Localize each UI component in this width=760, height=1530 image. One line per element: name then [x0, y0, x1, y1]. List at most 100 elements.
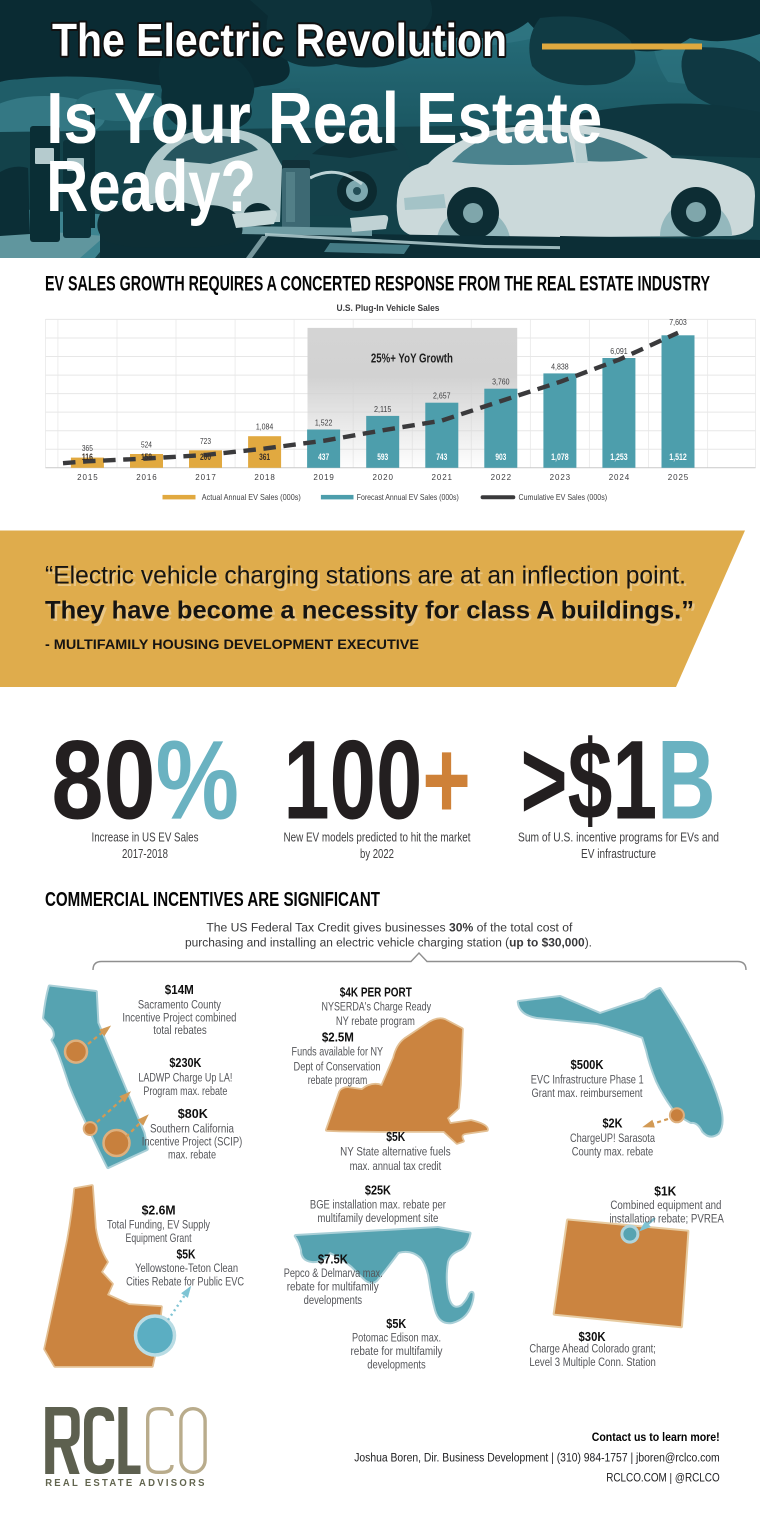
svg-text:B: B [657, 718, 715, 843]
svg-text:723: 723 [200, 437, 211, 446]
svg-text:2021: 2021 [432, 473, 453, 482]
svg-text:200: 200 [200, 452, 211, 462]
svg-text:The Electric Revolution: The Electric Revolution [52, 14, 507, 66]
svg-text:2,115: 2,115 [374, 405, 392, 414]
svg-text:NY State alternative fuels: NY State alternative fuels [340, 1145, 451, 1159]
svg-text:- MULTIFAMILY HOUSING DEVELOPM: - MULTIFAMILY HOUSING DEVELOPMENT EXECUT… [45, 637, 419, 652]
svg-text:2024: 2024 [609, 473, 630, 482]
svg-text:Level 3 Multiple Conn. Station: Level 3 Multiple Conn. Station [529, 1355, 656, 1369]
svg-text:Actual Annual EV Sales (000s): Actual Annual EV Sales (000s) [202, 493, 301, 502]
svg-text:2025: 2025 [668, 473, 689, 482]
svg-text:multifamily development site: multifamily development site [317, 1211, 438, 1225]
svg-text:Grant max. reimbursement: Grant max. reimbursement [532, 1086, 643, 1100]
svg-text:2017-2018: 2017-2018 [122, 847, 168, 861]
svg-text:Southern California: Southern California [150, 1122, 234, 1136]
svg-text:903: 903 [495, 452, 506, 462]
svg-text:2017: 2017 [195, 473, 216, 482]
svg-text:$230K: $230K [169, 1055, 202, 1070]
svg-text:rebate program: rebate program [308, 1073, 368, 1087]
svg-text:Incentive Project (SCIP): Incentive Project (SCIP) [142, 1135, 243, 1149]
svg-text:$80K: $80K [178, 1106, 209, 1121]
svg-text:$1K: $1K [654, 1183, 677, 1198]
svg-text:2022: 2022 [491, 473, 512, 482]
svg-text:4,838: 4,838 [551, 362, 569, 371]
svg-text:Ready?: Ready? [46, 147, 256, 227]
svg-text:$2.5M: $2.5M [322, 1029, 354, 1044]
svg-text:2016: 2016 [136, 473, 157, 482]
svg-text:$500K: $500K [571, 1057, 605, 1072]
svg-text:rebate for multifamily: rebate for multifamily [287, 1280, 380, 1294]
svg-text:by 2022: by 2022 [360, 847, 394, 861]
svg-text:Potomac Edison max.: Potomac Edison max. [352, 1330, 441, 1344]
svg-text:$5K: $5K [177, 1246, 196, 1261]
svg-text:Funds available for NY: Funds available for NY [292, 1044, 384, 1058]
svg-text:Incentive Project combined: Incentive Project combined [122, 1010, 236, 1024]
svg-text:max. rebate: max. rebate [168, 1148, 216, 1162]
svg-text:$25K: $25K [365, 1183, 392, 1198]
svg-text:NYSERDA's Charge Ready: NYSERDA's Charge Ready [322, 1000, 432, 1014]
svg-text:REAL ESTATE ADVISORS: REAL ESTATE ADVISORS [45, 1477, 207, 1489]
svg-text:1,078: 1,078 [551, 452, 569, 462]
svg-text:2015: 2015 [77, 473, 98, 482]
svg-text:Equipment Grant: Equipment Grant [126, 1231, 192, 1245]
svg-text:100: 100 [283, 717, 422, 842]
svg-text:743: 743 [436, 452, 447, 462]
svg-text:EV infrastructure: EV infrastructure [581, 847, 656, 861]
svg-text:2020: 2020 [372, 473, 393, 482]
svg-text:365: 365 [82, 444, 93, 453]
svg-text:25%+ YoY Growth: 25%+ YoY Growth [371, 351, 453, 366]
svg-text:rebate for multifamily: rebate for multifamily [351, 1344, 444, 1358]
svg-text:They have become a necessity f: They have become a necessity for class A… [48, 599, 697, 627]
svg-text:Charge Ahead Colorado grant;: Charge Ahead Colorado grant; [529, 1341, 656, 1355]
svg-text:EV SALES GROWTH REQUIRES A CON: EV SALES GROWTH REQUIRES A CONCERTED RES… [45, 273, 710, 296]
svg-text:2019: 2019 [313, 473, 334, 482]
svg-text:The Electric Revolution: The Electric Revolution [52, 14, 507, 66]
svg-text:+: + [422, 717, 471, 842]
svg-text:RCLCO.COM | @RCLCO: RCLCO.COM | @RCLCO [606, 1471, 720, 1485]
svg-text:BGE installation max. rebate p: BGE installation max. rebate per [310, 1197, 446, 1211]
svg-text:524: 524 [141, 440, 152, 449]
svg-text:1,512: 1,512 [669, 452, 687, 462]
svg-text:Sacramento County: Sacramento County [138, 997, 222, 1011]
svg-text:Combined equipment and: Combined equipment and [610, 1198, 721, 1212]
svg-text:Forecast Annual EV Sales (000s: Forecast Annual EV Sales (000s) [357, 493, 459, 502]
svg-text:%: % [156, 718, 239, 843]
svg-text:COMMERCIAL INCENTIVES ARE SIGN: COMMERCIAL INCENTIVES ARE SIGNIFICANT [45, 889, 380, 911]
svg-text:1,084: 1,084 [256, 423, 274, 432]
svg-text:NY rebate program: NY rebate program [336, 1014, 415, 1028]
svg-text:total rebates: total rebates [153, 1023, 207, 1037]
svg-text:116: 116 [82, 452, 93, 462]
svg-text:7,603: 7,603 [669, 318, 687, 327]
svg-text:Dept of Conservation: Dept of Conservation [294, 1060, 381, 1074]
svg-text:$14M: $14M [165, 982, 194, 997]
svg-text:“Electric vehicle charging sta: “Electric vehicle charging stations are … [45, 562, 686, 590]
svg-text:437: 437 [318, 452, 329, 462]
svg-text:$4K PER PORT: $4K PER PORT [340, 984, 412, 999]
svg-text:max. annual tax credit: max. annual tax credit [350, 1159, 442, 1173]
svg-text:$5K: $5K [386, 1316, 407, 1331]
svg-text:Total Funding, EV Supply: Total Funding, EV Supply [107, 1217, 211, 1231]
svg-text:LADWP Charge Up LA!: LADWP Charge Up LA! [138, 1071, 232, 1085]
svg-text:$2K: $2K [603, 1116, 624, 1131]
svg-text:Contact us to learn more!: Contact us to learn more! [592, 1432, 720, 1444]
svg-text:361: 361 [259, 452, 270, 462]
svg-text:EVC Infrastructure Phase 1: EVC Infrastructure Phase 1 [531, 1072, 644, 1086]
svg-text:2018: 2018 [254, 473, 275, 482]
svg-text:County max. rebate: County max. rebate [572, 1144, 654, 1158]
svg-text:Is Your Real Estate: Is Your Real Estate [46, 79, 602, 159]
svg-text:They have become a necessity f: They have become a necessity for class A… [45, 597, 694, 625]
svg-text:purchasing and installing an e: purchasing and installing an electric ve… [185, 936, 592, 950]
svg-text:ChargeUP! Sarasota: ChargeUP! Sarasota [570, 1131, 655, 1145]
svg-text:2,657: 2,657 [433, 392, 451, 401]
svg-text:80: 80 [51, 718, 155, 843]
svg-text:593: 593 [377, 452, 388, 462]
svg-text:developments: developments [367, 1358, 426, 1372]
svg-text:U.S. Plug-In Vehicle Sales: U.S. Plug-In Vehicle Sales [337, 303, 440, 314]
svg-text:6,091: 6,091 [610, 347, 628, 356]
svg-text:2023: 2023 [550, 473, 571, 482]
svg-text:The US Federal Tax Credit give: The US Federal Tax Credit gives business… [206, 921, 573, 935]
svg-text:Cities Rebate for Public EVC: Cities Rebate for Public EVC [126, 1275, 244, 1289]
svg-text:$2.6M: $2.6M [142, 1203, 176, 1218]
svg-text:Program max. rebate: Program max. rebate [143, 1084, 227, 1098]
svg-text:Joshua Boren, Dir. Business De: Joshua Boren, Dir. Business Development … [354, 1453, 720, 1465]
